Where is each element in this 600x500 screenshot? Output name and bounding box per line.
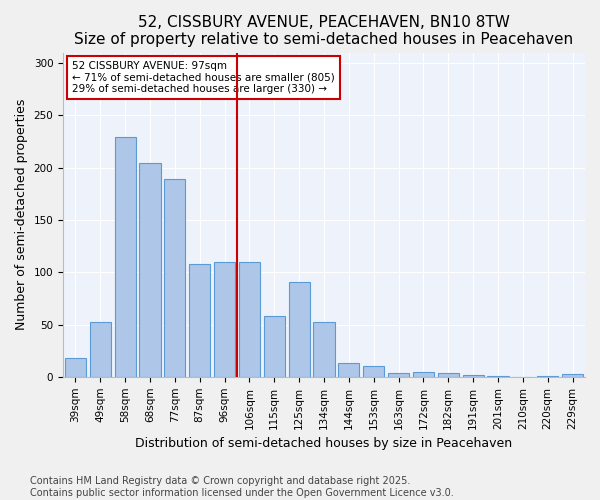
Bar [214, 262, 235, 377]
Bar [189, 264, 210, 377]
Bar [313, 322, 335, 377]
X-axis label: Distribution of semi-detached houses by size in Peacehaven: Distribution of semi-detached houses by … [136, 437, 512, 450]
Bar [487, 376, 509, 377]
Bar [363, 366, 384, 377]
Bar [115, 138, 136, 377]
Text: Contains HM Land Registry data © Crown copyright and database right 2025.
Contai: Contains HM Land Registry data © Crown c… [30, 476, 454, 498]
Bar [239, 262, 260, 377]
Bar [90, 322, 111, 377]
Bar [562, 374, 583, 377]
Bar [139, 162, 161, 377]
Bar [65, 358, 86, 377]
Bar [438, 372, 459, 377]
Bar [463, 374, 484, 377]
Bar [264, 316, 285, 377]
Bar [164, 179, 185, 377]
Bar [388, 372, 409, 377]
Bar [289, 282, 310, 377]
Bar [338, 363, 359, 377]
Y-axis label: Number of semi-detached properties: Number of semi-detached properties [15, 99, 28, 330]
Text: 52 CISSBURY AVENUE: 97sqm
← 71% of semi-detached houses are smaller (805)
29% of: 52 CISSBURY AVENUE: 97sqm ← 71% of semi-… [73, 61, 335, 94]
Bar [413, 372, 434, 377]
Bar [537, 376, 558, 377]
Title: 52, CISSBURY AVENUE, PEACEHAVEN, BN10 8TW
Size of property relative to semi-deta: 52, CISSBURY AVENUE, PEACEHAVEN, BN10 8T… [74, 15, 574, 48]
